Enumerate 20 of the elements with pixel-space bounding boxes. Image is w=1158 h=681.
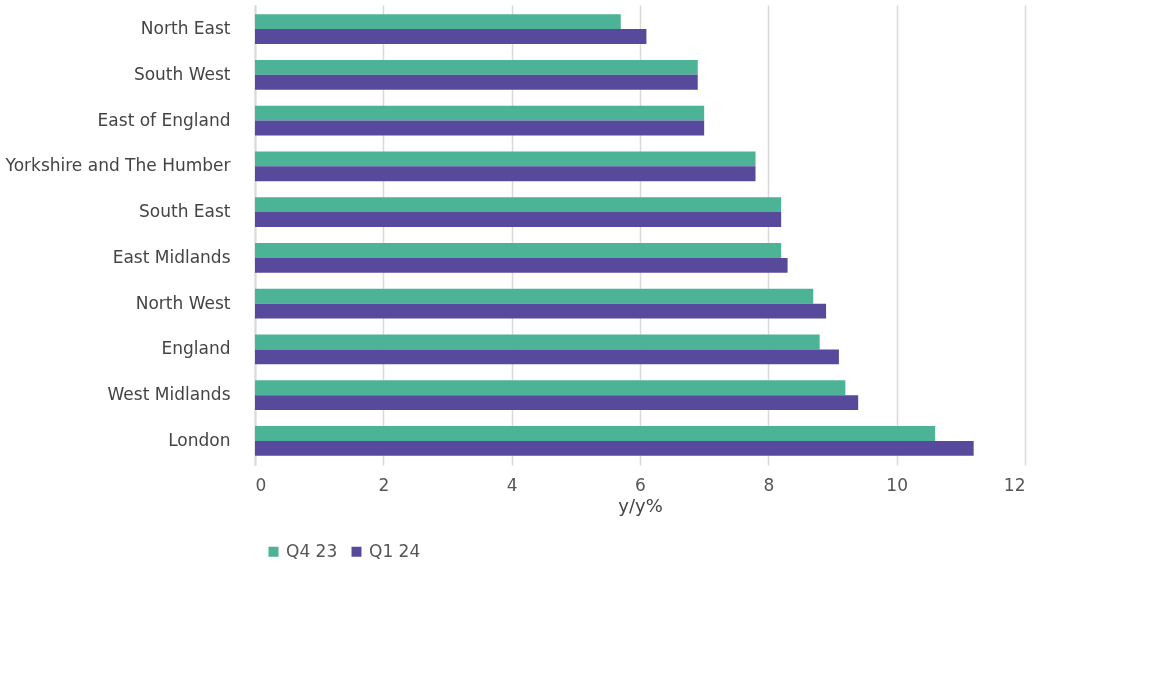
- x-tick-label: 2: [378, 474, 390, 495]
- y-tick-label: South West: [133, 63, 231, 84]
- y-tick-label: Yorkshire and The Humber: [4, 155, 231, 176]
- legend-label: Q4 23: [286, 540, 338, 561]
- y-tick-label: West Midlands: [107, 384, 231, 405]
- x-tick-label: 8: [763, 474, 775, 495]
- y-tick-label: East of England: [97, 109, 231, 130]
- y-tick-label: East Midlands: [112, 246, 231, 267]
- x-tick-label: 0: [255, 474, 267, 495]
- x-tick-label: 4: [506, 474, 518, 495]
- x-tick-label: 6: [635, 474, 646, 495]
- x-tick-label: 10: [886, 474, 908, 495]
- y-tick-label: England: [161, 338, 231, 359]
- x-tick-label: 12: [1003, 474, 1026, 495]
- y-tick-label: London: [168, 429, 231, 450]
- legend-label: Q1 24: [369, 540, 421, 561]
- x-axis-title: y/y%: [618, 494, 663, 516]
- y-tick-label: North West: [135, 292, 231, 313]
- y-tick-label: North East: [140, 18, 231, 39]
- y-tick-label: South East: [139, 201, 231, 222]
